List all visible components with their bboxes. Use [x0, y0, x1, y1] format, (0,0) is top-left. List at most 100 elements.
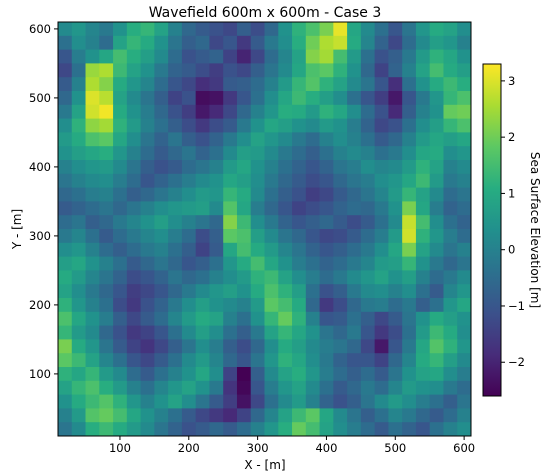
heatmap-cell — [278, 339, 293, 354]
heatmap-cell — [360, 91, 376, 106]
heatmap-cell — [195, 160, 210, 175]
heatmap-cell — [209, 408, 224, 423]
heatmap-cell — [85, 146, 100, 161]
heatmap-cell — [429, 63, 444, 78]
heatmap-cell — [415, 284, 431, 299]
heatmap-cell — [347, 91, 362, 106]
heatmap-cell — [443, 339, 458, 354]
heatmap-cell — [319, 187, 334, 202]
heatmap-cell — [292, 132, 307, 147]
heatmap-cell — [126, 201, 141, 216]
heatmap-cell — [292, 408, 307, 423]
heatmap-cell — [360, 160, 376, 175]
heatmap-cell — [113, 298, 128, 313]
y-tick-label: 100 — [29, 367, 51, 381]
heatmap-cell — [168, 104, 183, 119]
heatmap-cell — [113, 173, 128, 188]
heatmap-cell — [58, 187, 73, 202]
heatmap-cell — [278, 298, 293, 313]
heatmap-cell — [319, 339, 334, 354]
heatmap-cell — [71, 173, 86, 188]
heatmap-cell — [415, 422, 431, 437]
heatmap-cell — [305, 242, 320, 257]
heatmap-cell — [71, 353, 86, 368]
heatmap-cell — [236, 394, 252, 409]
heatmap-cell — [347, 173, 362, 188]
heatmap-cell — [278, 270, 293, 285]
heatmap-cell — [402, 35, 417, 50]
heatmap-cell — [333, 242, 348, 257]
heatmap-cell — [85, 132, 100, 147]
heatmap-cell — [319, 353, 334, 368]
heatmap-cell — [223, 63, 238, 78]
heatmap-cell — [58, 22, 73, 37]
heatmap-cell — [305, 270, 320, 285]
heatmap-cell — [223, 201, 238, 216]
heatmap-cell — [140, 118, 155, 133]
heatmap-cell — [333, 298, 348, 313]
heatmap-cell — [319, 173, 334, 188]
heatmap-cell — [209, 325, 224, 340]
colorbar-tick-label: −2 — [508, 355, 525, 369]
heatmap-cell — [85, 77, 100, 92]
heatmap-cell — [402, 284, 417, 299]
heatmap-cell — [264, 284, 279, 299]
heatmap-cell — [429, 229, 444, 244]
heatmap-cell — [195, 146, 210, 161]
heatmap-cell — [140, 380, 155, 395]
heatmap-cell — [360, 215, 376, 230]
heatmap-cell — [209, 187, 224, 202]
heatmap-cell — [126, 77, 141, 92]
heatmap-cell — [292, 311, 307, 326]
heatmap-cell — [99, 132, 114, 147]
heatmap-cell — [305, 201, 320, 216]
heatmap-cell — [71, 380, 86, 395]
heatmap-cell — [113, 146, 128, 161]
heatmap-cell — [388, 118, 403, 133]
heatmap-cell — [292, 380, 307, 395]
heatmap-cell — [168, 22, 183, 37]
heatmap-cell — [333, 311, 348, 326]
heatmap-cell — [113, 270, 128, 285]
heatmap-cell — [347, 118, 362, 133]
heatmap-cell — [402, 394, 417, 409]
heatmap-cell — [195, 325, 210, 340]
heatmap-cell — [154, 256, 169, 271]
heatmap-cell — [457, 284, 472, 299]
heatmap-cell — [319, 160, 334, 175]
heatmap-cell — [223, 91, 238, 106]
heatmap-cell — [223, 146, 238, 161]
heatmap-cell — [58, 242, 73, 257]
heatmap-cell — [388, 173, 403, 188]
heatmap-cell — [402, 160, 417, 175]
heatmap-cell — [236, 91, 252, 106]
heatmap-cell — [374, 367, 389, 382]
heatmap-cell — [305, 22, 320, 37]
heatmap-cell — [99, 284, 114, 299]
heatmap-cell — [140, 187, 155, 202]
heatmap-cell — [402, 367, 417, 382]
heatmap-cell — [168, 339, 183, 354]
heatmap-cell — [305, 394, 320, 409]
heatmap-cell — [388, 229, 403, 244]
heatmap-cell — [195, 311, 210, 326]
heatmap-cell — [236, 118, 252, 133]
heatmap-cell — [278, 325, 293, 340]
heatmap-cell — [333, 353, 348, 368]
heatmap-cell — [305, 215, 320, 230]
heatmap-cell — [250, 146, 265, 161]
heatmap-cell — [429, 380, 444, 395]
heatmap-cell — [278, 408, 293, 423]
colorbar-tick-label: 1 — [508, 186, 515, 200]
heatmap-cell — [168, 160, 183, 175]
heatmap-cell — [347, 270, 362, 285]
heatmap-cell — [99, 311, 114, 326]
heatmap-cells — [58, 22, 472, 437]
heatmap-cell — [126, 270, 141, 285]
heatmap-cell — [278, 91, 293, 106]
heatmap-cell — [209, 104, 224, 119]
heatmap-cell — [333, 118, 348, 133]
heatmap-cell — [402, 132, 417, 147]
heatmap-cell — [457, 325, 472, 340]
heatmap-cell — [443, 380, 458, 395]
